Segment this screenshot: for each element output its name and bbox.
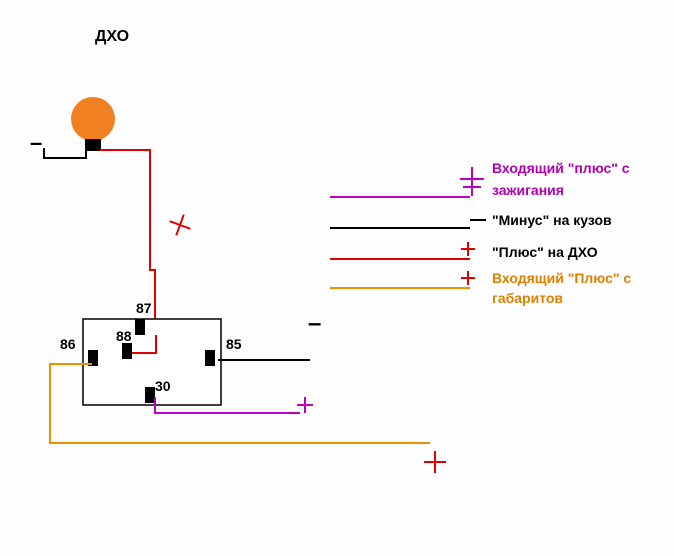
lamp-minus: – — [30, 130, 42, 156]
legend-4a: Входящий "Плюс" с — [492, 270, 631, 286]
pin-86-label: 86 — [60, 336, 76, 352]
pin-87-label: 87 — [136, 300, 152, 316]
legend-4b: габаритов — [492, 290, 563, 306]
wire85-minus: – — [308, 310, 321, 338]
legend-1a: Входящий "плюс" с — [492, 160, 630, 176]
pin-30-label: 30 — [155, 378, 171, 394]
pin-85-label: 85 — [226, 336, 242, 352]
pin-88-label: 88 — [116, 328, 132, 344]
title-label: ДХО — [95, 28, 129, 46]
legend-2: "Минус" на кузов — [492, 212, 612, 228]
legend-3: "Плюс" на ДХО — [492, 244, 598, 260]
legend-1b: зажигания — [492, 182, 564, 198]
